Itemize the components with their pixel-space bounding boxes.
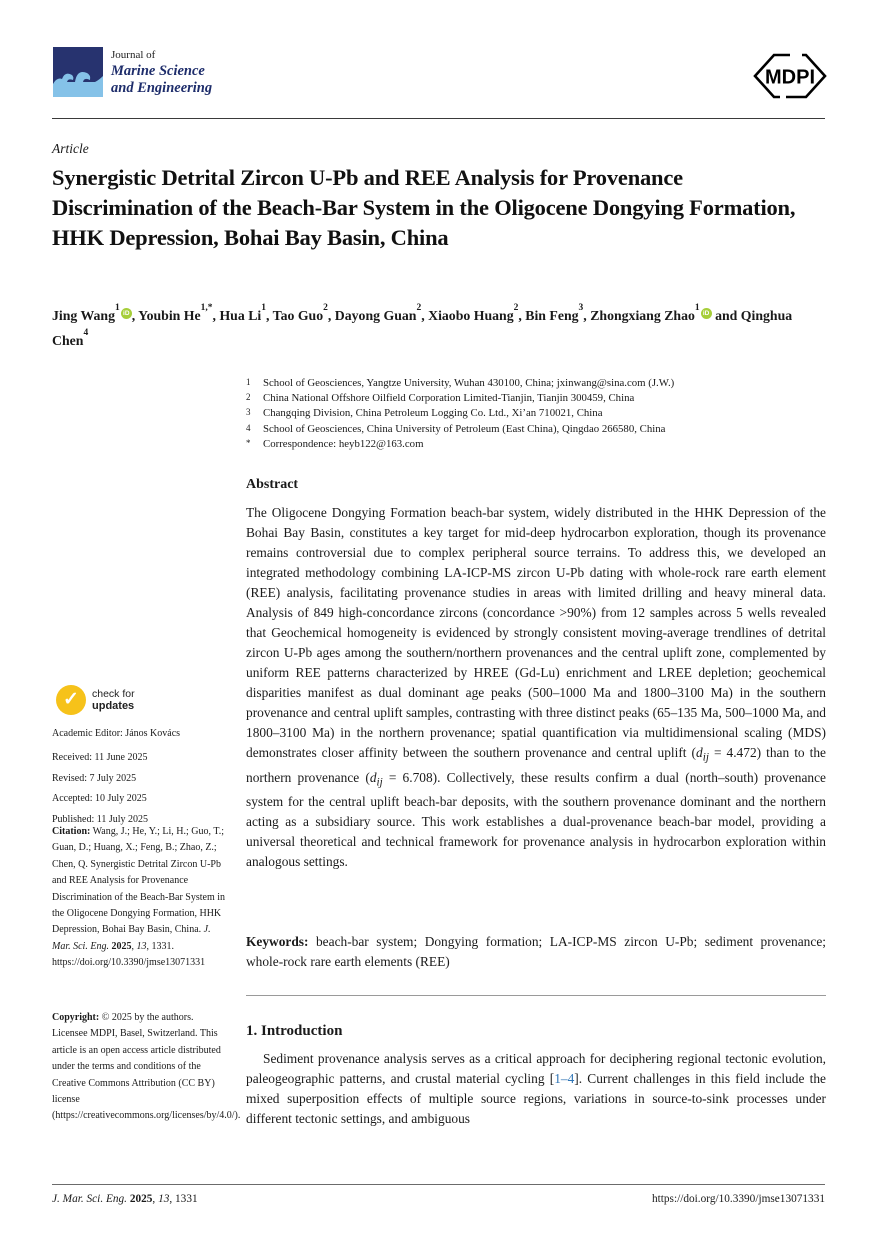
mdpi-wordmark: MDPI xyxy=(765,67,815,89)
author-list: Jing Wang1iD, Youbin He1,*, Hua Li1, Tao… xyxy=(52,301,824,352)
affiliation-text: China National Offshore Oilfield Corpora… xyxy=(263,392,635,405)
article-type-label: Article xyxy=(52,141,89,156)
keywords-label: Keywords: xyxy=(246,934,309,949)
citation-block: Citation: Wang, J.; He, Y.; Li, H.; Guo,… xyxy=(52,826,226,969)
author-name: Xiaobo Huang xyxy=(428,307,514,323)
academic-editor: Academic Editor: János Kovács xyxy=(52,728,181,739)
check-for-updates-label: check for updates xyxy=(92,688,135,712)
journal-abbreviation: J. Mar. Sci. Eng. xyxy=(52,924,211,952)
affiliation-marker: 1 xyxy=(246,377,251,387)
affiliation-row: 1 School of Geosciences, Yangtze Univers… xyxy=(246,376,831,391)
page-title: Synergistic Detrital Zircon U-Pb and REE… xyxy=(52,165,796,250)
email-link[interactable]: jxinwang@sina.com xyxy=(556,377,646,389)
footer-citation: J. Mar. Sci. Eng. 2025, 13, 1331 xyxy=(52,1193,198,1205)
affiliation-text: Correspondence: heyb122@163.com xyxy=(263,437,424,450)
author: , Zhongxiang Zhao1 xyxy=(583,302,700,323)
journal-name: Journal of Marine Science and Engineerin… xyxy=(111,47,212,97)
author: , Dayong Guan2 xyxy=(327,302,422,323)
header-divider xyxy=(52,118,825,119)
affiliation-marker: 4 xyxy=(246,422,251,433)
author-sup: 3 xyxy=(578,302,584,313)
check-for-updates-badge[interactable]: ✓ check for updates xyxy=(56,685,135,715)
affiliation-text: School of Geosciences, Yangtze Universit… xyxy=(263,377,675,389)
abstract-heading: Abstract xyxy=(246,477,299,492)
footer-divider xyxy=(52,1184,825,1185)
copyright-label: Copyright: xyxy=(52,1012,100,1023)
author: , Hua Li1 xyxy=(212,302,266,323)
affiliation-row: 2 China National Offshore Oilfield Corpo… xyxy=(246,391,831,406)
author: , Tao Guo2 xyxy=(265,302,328,323)
introduction-paragraph: Sediment provenance analysis serves as a… xyxy=(246,1051,827,1126)
copyright-block: Copyright: © 2025 by the authors. Licens… xyxy=(52,1012,241,1122)
author-sup: 2 xyxy=(323,302,328,313)
affiliation-row: 3 Changqing Division, China Petroleum Lo… xyxy=(246,406,831,421)
article-dates: Received: 11 June 2025 Revised: 7 July 2… xyxy=(52,750,228,832)
published-date: Published: 11 July 2025 xyxy=(52,813,149,825)
abstract-text: The Oligocene Dongying Formation beach-b… xyxy=(246,505,826,870)
author: , Xiaobo Huang2 xyxy=(421,302,519,323)
author-name: Bin Feng xyxy=(525,307,579,323)
author-sup: 1,* xyxy=(200,302,213,313)
affiliation-marker: 3 xyxy=(246,407,251,418)
dij-variable: d xyxy=(696,745,703,760)
accepted-date: Accepted: 10 July 2025 xyxy=(52,793,147,805)
author-sup: 4 xyxy=(83,328,89,339)
author: , Bin Feng3 xyxy=(518,302,584,323)
author: Jing Wang1 xyxy=(52,303,120,323)
footer-doi: https://doi.org/10.3390/jmse13071331 xyxy=(52,1193,825,1205)
orcid-icon[interactable]: iD xyxy=(700,307,712,319)
author-name: Jing Wang xyxy=(52,307,116,323)
affiliation-marker: 2 xyxy=(246,392,251,403)
keywords-text: beach-bar system; Dongying formation; LA… xyxy=(246,934,826,969)
affiliation-text: School of Geosciences, China University … xyxy=(263,422,666,435)
mdpi-logo-icon: MDPI xyxy=(753,53,827,99)
author-name: Qinghua Chen xyxy=(52,307,793,349)
affiliation-list: 1 School of Geosciences, Yangtze Univers… xyxy=(246,376,831,452)
received-date: Received: 11 June 2025 xyxy=(52,752,148,763)
check-icon: ✓ xyxy=(56,685,86,715)
author-sup: 2 xyxy=(513,302,519,313)
author-name: Zhongxiang Zhao xyxy=(590,307,695,323)
journal-name-line1: Journal of xyxy=(111,49,156,61)
author-sup: 2 xyxy=(416,302,422,313)
wave-logo-icon xyxy=(53,47,103,97)
doi-link[interactable]: https://doi.org/10.3390/jmse13071331 xyxy=(651,1193,825,1205)
revised-date: Revised: 7 July 2025 xyxy=(52,772,137,784)
author-name: Youbin He xyxy=(138,307,201,323)
doi-link[interactable]: https://doi.org/10.3390/jmse13071331 xyxy=(52,957,206,969)
author-sup: 1 xyxy=(115,302,120,313)
affiliation-marker: * xyxy=(246,437,251,448)
citation-label: Citation: xyxy=(52,826,91,837)
author-sup: 1 xyxy=(261,302,266,313)
author-name: Tao Guo xyxy=(272,307,324,323)
journal-name-line3: and Engineering xyxy=(111,79,213,96)
author-sup: 1 xyxy=(694,302,700,313)
section-divider xyxy=(246,995,826,996)
journal-logo: Journal of Marine Science and Engineerin… xyxy=(53,47,283,97)
email-link[interactable]: heyb122@163.com xyxy=(338,437,424,450)
dij-variable: d xyxy=(369,769,377,785)
affiliation-text: Changqing Division, China Petroleum Logg… xyxy=(263,407,603,420)
author-name: Dayong Guan xyxy=(334,307,417,323)
journal-name-line2: Marine Science xyxy=(111,62,205,79)
affiliation-row: * Correspondence: heyb122@163.com xyxy=(246,437,831,452)
keywords-block: Keywords: beach-bar system; Dongying for… xyxy=(246,932,826,972)
author: and Qinghua Chen4 xyxy=(52,307,793,349)
citation-ref-link[interactable]: 1–4 xyxy=(554,1071,575,1086)
journal-abbreviation: J. Mar. Sci. Eng. xyxy=(52,1193,127,1205)
author: , Youbin He1,* xyxy=(131,302,213,323)
affiliation-row: 4 School of Geosciences, China Universit… xyxy=(246,422,831,437)
section-heading-introduction: 1. Introduction xyxy=(246,1023,343,1039)
orcid-icon[interactable]: iD xyxy=(120,307,132,319)
author-name: Hua Li xyxy=(219,307,262,323)
